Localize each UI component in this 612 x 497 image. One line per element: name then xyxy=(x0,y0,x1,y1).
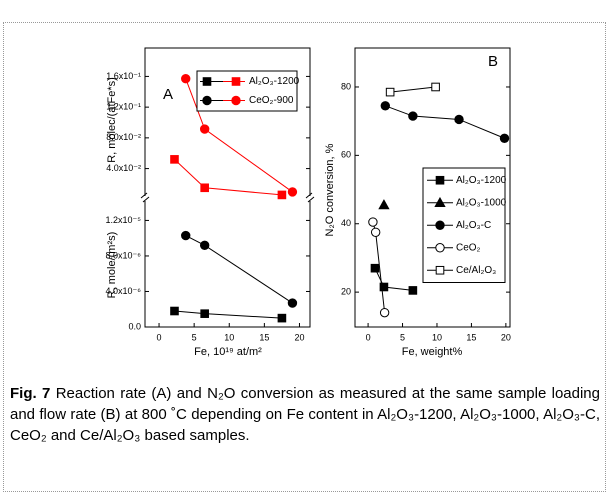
series-line xyxy=(174,159,282,196)
legend-marker xyxy=(202,77,212,86)
legend-label: Al₂O₃-C xyxy=(456,220,491,231)
data-point xyxy=(380,101,391,111)
x-tick-label: 5 xyxy=(400,332,405,342)
data-point xyxy=(454,114,464,125)
legend-marker xyxy=(435,243,445,253)
series-line xyxy=(385,105,505,139)
x-tick-label: 20 xyxy=(501,332,511,342)
y-axis-label: N₂O conversion, % xyxy=(324,143,336,236)
axis-break xyxy=(142,196,150,203)
x-tick-label: 0 xyxy=(157,332,162,342)
y-tick-label: 60 xyxy=(341,150,351,160)
legend-marker xyxy=(435,175,445,185)
caption: Fig. 7 Reaction rate (A) and N₂O convers… xyxy=(10,383,600,446)
legend-marker xyxy=(434,196,446,208)
figure: 0 5 10 15 20 0.0 4.0x10⁻⁶ 8.0x10⁻⁶ 1.2x10⁻⁵ 4.0x1… xyxy=(105,47,511,358)
x-tick-label: 5 xyxy=(192,332,197,342)
axis-break xyxy=(140,192,148,199)
data-point xyxy=(379,282,389,292)
data-point xyxy=(370,227,381,237)
x-tick-label: 15 xyxy=(466,332,476,342)
plot-frame xyxy=(144,47,311,328)
data-point xyxy=(287,187,298,197)
y-tick-label: 8.0x10⁻⁶ xyxy=(106,250,142,260)
legend-marker xyxy=(231,77,241,86)
axis-break xyxy=(305,192,313,199)
figure-frame xyxy=(3,22,606,492)
legend-label: CeO₂-900 xyxy=(249,95,294,106)
y2-axis-label: R, molec/(atFe*s) xyxy=(106,77,118,163)
data-point xyxy=(277,190,287,200)
y-tick-label: 80 xyxy=(341,81,351,91)
y-tick-label: 0.0 xyxy=(128,321,141,331)
y-tick-label: 4.0x10⁻² xyxy=(106,163,141,173)
legend-label: Al₂O₃-1200 xyxy=(456,175,507,186)
y-axis-label: R, mole/(m²s) xyxy=(106,232,118,299)
data-point xyxy=(287,298,298,308)
data-point xyxy=(379,307,390,318)
data-point xyxy=(170,306,179,316)
data-point xyxy=(408,111,418,121)
legend-label: Ce/Al₂O₃ xyxy=(456,265,496,276)
data-point xyxy=(378,199,390,210)
panel-label: A xyxy=(163,86,173,103)
x-tick-label: 15 xyxy=(259,332,269,342)
legend-marker xyxy=(202,95,212,106)
data-point xyxy=(408,286,418,295)
series-line xyxy=(174,310,282,319)
x-tick-label: 10 xyxy=(224,332,234,342)
data-point xyxy=(499,133,510,143)
legend-marker xyxy=(435,220,445,230)
data-point xyxy=(181,230,191,241)
series-line xyxy=(390,86,436,93)
plot-frame xyxy=(354,47,511,328)
legend-marker xyxy=(231,95,241,106)
caption-text: Reaction rate (A) and N₂O conversion as … xyxy=(10,385,600,444)
data-point xyxy=(277,313,287,323)
legend-box xyxy=(196,70,298,112)
caption-label: Fig. 7 xyxy=(10,385,51,402)
y-tick-label: 1.6x10⁻¹ xyxy=(106,71,141,81)
x-tick-label: 10 xyxy=(432,332,442,342)
data-point xyxy=(368,217,378,227)
y-tick-label: 4.0x10⁻⁶ xyxy=(106,286,142,296)
y-tick-label: 8.0x10⁻² xyxy=(106,132,141,142)
data-point xyxy=(431,82,440,92)
x-tick-label: 20 xyxy=(294,332,304,342)
y-tick-label: 40 xyxy=(341,218,351,228)
data-point xyxy=(385,87,395,97)
data-point xyxy=(199,124,210,134)
data-point xyxy=(200,309,209,318)
x-tick-label: 0 xyxy=(366,332,371,342)
x-axis-label: Fe, weight% xyxy=(402,346,463,358)
data-point xyxy=(170,155,179,164)
legend-label: CeO₂ xyxy=(456,242,481,253)
y-tick-label: 1.2x10⁻⁵ xyxy=(105,215,141,225)
y-tick-label: 20 xyxy=(341,287,351,297)
legend-marker xyxy=(435,265,445,275)
axis-break-gap xyxy=(142,196,148,201)
x-axis-label: Fe, 10¹⁹ at/m² xyxy=(194,346,262,358)
data-point xyxy=(199,240,210,250)
legend-label: Al₂O₃-1200 xyxy=(249,76,300,87)
panel-label: B xyxy=(488,53,498,70)
data-point xyxy=(200,183,209,193)
axis-break xyxy=(307,196,315,203)
legend-label: Al₂O₃-1000 xyxy=(456,197,507,208)
axis-break-gap xyxy=(307,196,313,201)
y-tick-label: 1.2x10⁻¹ xyxy=(106,102,141,112)
data-point xyxy=(370,263,380,273)
data-point xyxy=(181,74,191,84)
